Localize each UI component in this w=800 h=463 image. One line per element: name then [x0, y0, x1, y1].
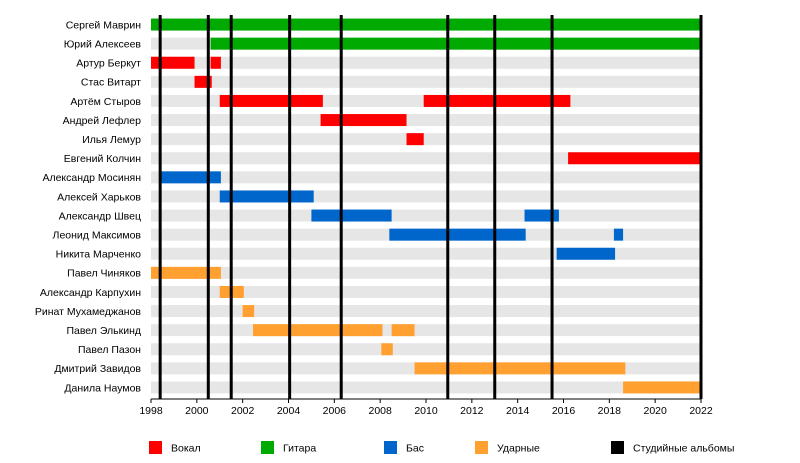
member-label: Павел Элькинд	[66, 325, 141, 337]
x-axis: 1998 2000 2002 2004 2006 2008 2010 2012 2014 2016…	[139, 398, 713, 417]
legend-label: Гитара	[283, 443, 316, 455]
row-band	[151, 114, 701, 127]
album-line	[339, 15, 343, 399]
legend-label: Вокал	[171, 443, 201, 455]
legend-label: Студийные альбомы	[633, 443, 734, 455]
member-label: Артём Стыров	[70, 96, 141, 108]
row-band	[151, 247, 701, 260]
row-band	[151, 171, 701, 184]
legend-label: Ударные	[497, 443, 540, 455]
membership-bar	[151, 266, 221, 279]
member-label: Данила Наумов	[64, 382, 141, 394]
x-tick-label: 1998	[139, 405, 163, 417]
legend-swatch	[611, 441, 624, 454]
membership-bar	[151, 56, 195, 69]
member-label: Леонид Максимов	[53, 229, 142, 241]
album-line	[550, 15, 554, 399]
membership-bars	[151, 18, 702, 394]
member-label: Дмитрий Завидов	[54, 363, 141, 375]
member-label: Евгений Колчин	[64, 153, 141, 165]
album-line	[446, 15, 450, 399]
member-label: Артур Беркут	[76, 58, 141, 70]
membership-bar	[389, 228, 526, 241]
membership-bar	[613, 228, 624, 241]
x-tick-label: 2002	[231, 405, 255, 417]
row-band	[151, 209, 701, 222]
x-tick-label: 2016	[552, 405, 576, 417]
x-tick-label: 2022	[689, 405, 713, 417]
member-label: Александр Швец	[59, 210, 141, 222]
x-tick-label: 2010	[414, 405, 438, 417]
membership-bar	[161, 171, 221, 184]
album-lines	[158, 15, 703, 399]
legend: Вокал Гитара Бас Ударные Студийные альбомы	[149, 441, 734, 455]
membership-bar	[210, 37, 702, 50]
x-tick-label: 2014	[506, 405, 530, 417]
membership-bar	[406, 133, 424, 146]
membership-bar	[242, 305, 255, 318]
membership-bar	[151, 18, 701, 31]
member-label: Павел Пазон	[78, 344, 141, 356]
membership-bar	[423, 94, 571, 107]
row-band	[151, 266, 701, 279]
member-labels: Сергей Маврин Юрий Алексеев Артур Беркут Ст…	[35, 19, 142, 394]
x-tick-label: 2018	[598, 405, 622, 417]
member-label: Юрий Алексеев	[64, 38, 142, 50]
row-band	[151, 56, 701, 69]
member-label: Ринат Мухамеджанов	[35, 306, 142, 318]
membership-bar	[210, 56, 221, 69]
row-band	[151, 381, 701, 394]
membership-bar	[219, 190, 314, 203]
membership-bar	[381, 343, 393, 356]
legend-swatch	[475, 441, 488, 454]
x-tick-label: 2020	[643, 405, 667, 417]
x-tick-label: 2008	[368, 405, 392, 417]
row-bands	[151, 18, 701, 394]
member-label: Александр Мосинян	[42, 172, 141, 184]
membership-bar	[524, 209, 559, 222]
album-line	[699, 15, 703, 399]
legend-swatch	[149, 441, 162, 454]
member-label: Павел Чиняков	[67, 268, 141, 280]
membership-bar	[320, 114, 407, 127]
row-band	[151, 75, 701, 88]
member-label: Стас Витарт	[81, 77, 141, 89]
x-tick-label: 2012	[460, 405, 484, 417]
x-tick-label: 2006	[323, 405, 347, 417]
row-band	[151, 343, 701, 356]
member-label: Андрей Лефлер	[63, 115, 141, 127]
membership-bar	[311, 209, 392, 222]
album-line	[288, 15, 292, 399]
membership-bar	[252, 324, 383, 337]
album-line	[206, 15, 210, 399]
member-label: Алексей Харьков	[57, 191, 141, 203]
album-line	[493, 15, 497, 399]
legend-swatch	[384, 441, 397, 454]
membership-bar	[219, 94, 323, 107]
row-band	[151, 305, 701, 318]
membership-bar	[391, 324, 415, 337]
row-band	[151, 133, 701, 146]
x-tick-label: 2004	[277, 405, 301, 417]
member-label: Сергей Маврин	[66, 19, 141, 31]
membership-bar	[623, 381, 701, 394]
legend-label: Бас	[406, 443, 424, 455]
membership-bar	[556, 247, 616, 260]
member-label: Илья Лемур	[82, 134, 141, 146]
member-label: Александр Карпухин	[40, 287, 141, 299]
x-tick-label: 2000	[185, 405, 209, 417]
member-label: Никита Марченко	[56, 249, 141, 261]
row-band	[151, 324, 701, 337]
album-line	[229, 15, 233, 399]
membership-bar	[414, 362, 626, 375]
album-line	[158, 15, 162, 399]
legend-swatch	[261, 441, 274, 454]
membership-bar	[568, 152, 701, 165]
